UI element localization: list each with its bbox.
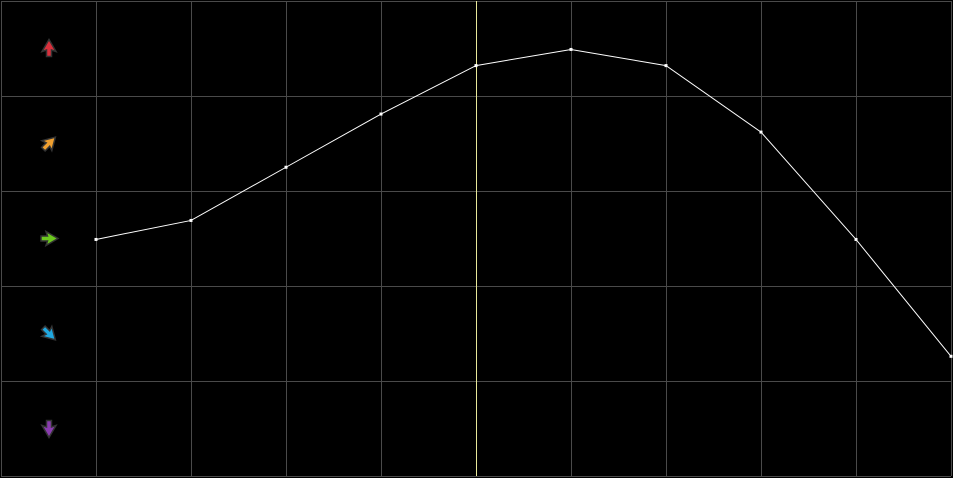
arrow-up-icon (40, 38, 58, 58)
arrow-down-icon (40, 419, 58, 439)
data-point (854, 237, 858, 241)
data-point (189, 218, 193, 222)
arrow-right-icon (40, 229, 60, 248)
arrow-down-right-icon (39, 324, 57, 341)
data-point (284, 165, 288, 169)
data-point (949, 354, 953, 358)
data-point (94, 237, 98, 241)
series-line (95, 48, 952, 357)
data-point (569, 47, 573, 51)
data-point (664, 64, 668, 68)
arrow-up-right-icon (39, 136, 57, 153)
data-point (759, 130, 763, 134)
data-point (379, 112, 383, 116)
data-point (474, 64, 478, 68)
